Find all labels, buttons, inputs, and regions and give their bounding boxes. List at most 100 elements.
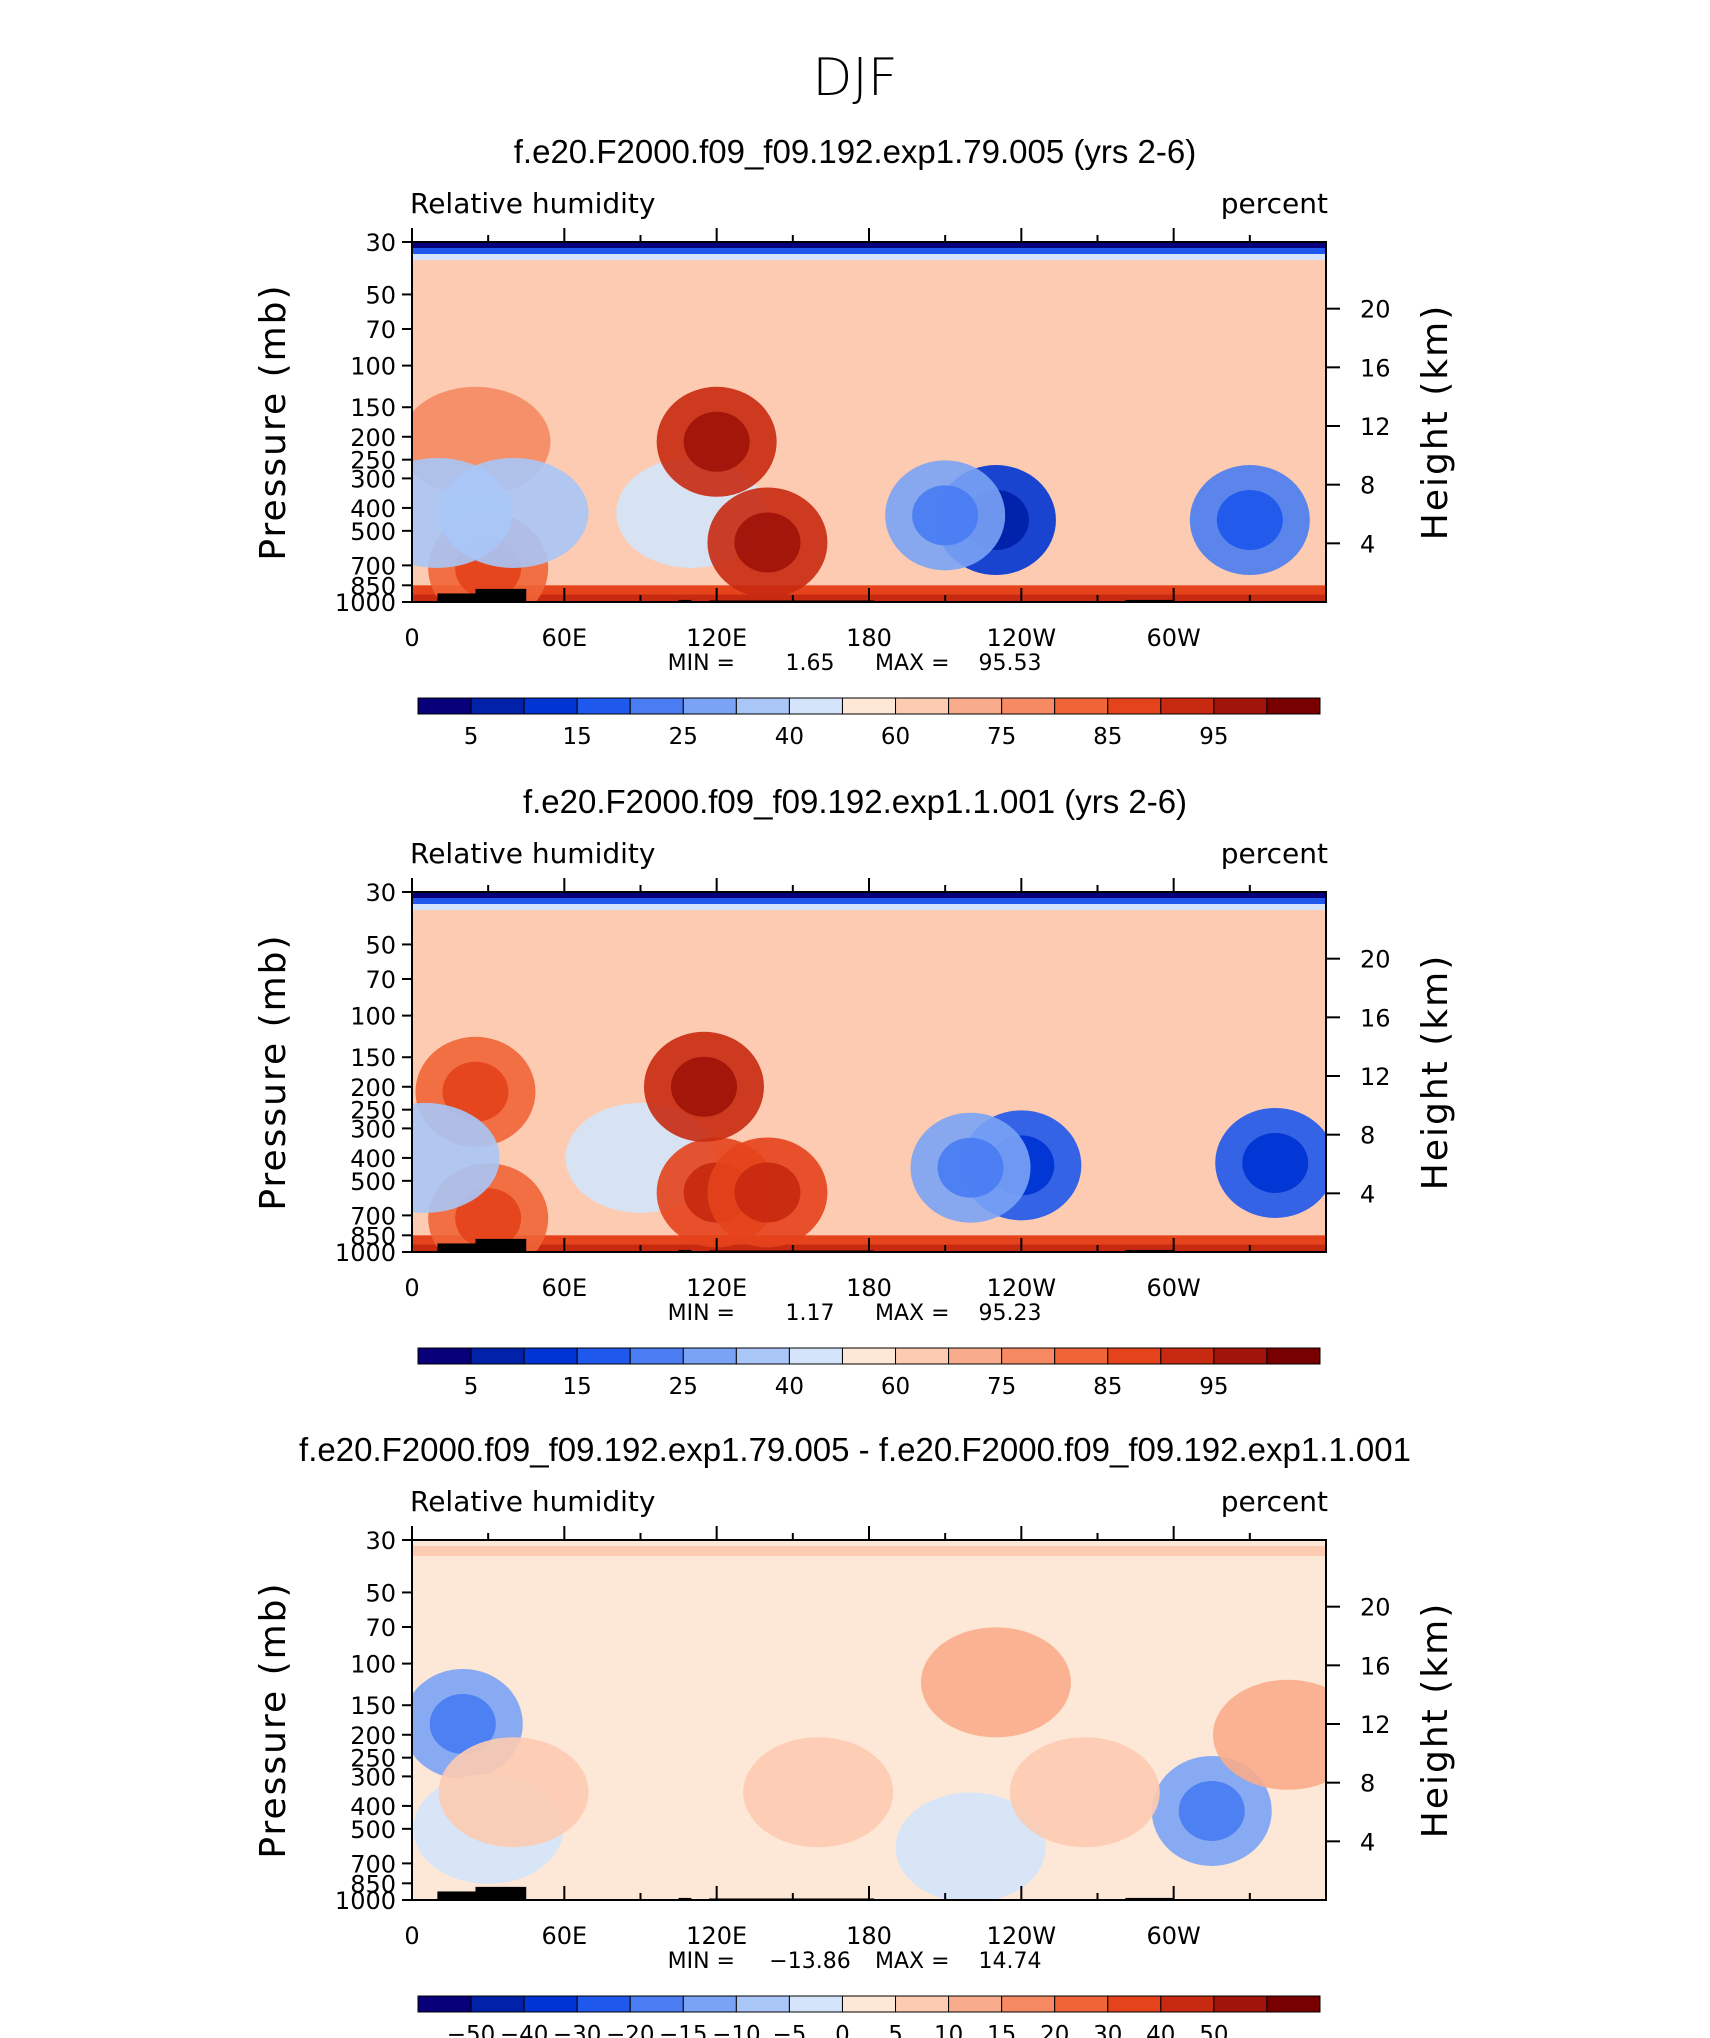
y-tick-label: 300 <box>350 465 396 493</box>
x-tick-label: 180 <box>846 624 892 652</box>
contour-region <box>920 1627 1071 1738</box>
colorbar-label: 25 <box>669 1374 698 1400</box>
panel-title: f.e20.F2000.f09_f09.192.exp1.79.005 (yrs… <box>514 133 1196 170</box>
colorbar-label: 60 <box>881 1374 910 1400</box>
colorbar-swatch <box>523 697 578 715</box>
colorbar-swatch <box>841 1995 897 2013</box>
colorbar-label: −40 <box>500 2022 549 2038</box>
colorbar-swatch <box>1001 697 1056 715</box>
colorbar-swatch <box>470 1995 525 2013</box>
colorbar-label: 5 <box>464 1374 479 1400</box>
y-tick-label: 250 <box>350 447 396 475</box>
x-tick-label: 60W <box>1147 624 1201 652</box>
y-tick-label: 500 <box>350 1816 396 1844</box>
land-mask <box>1125 599 1174 602</box>
colorbar-swatch <box>1054 1995 1109 2013</box>
y-axis-label: Pressure (mb) <box>253 283 294 560</box>
y-tick-label: 700 <box>350 1202 396 1230</box>
y-tick-label: 250 <box>350 1097 396 1125</box>
height-tick-label: 12 <box>1360 1711 1391 1739</box>
y-tick-label: 700 <box>350 552 396 580</box>
colorbar-swatch <box>895 1995 950 2013</box>
height-tick-label: 20 <box>1360 296 1391 324</box>
y-tick-label: 200 <box>350 424 396 452</box>
colorbar-swatch <box>1160 1347 1215 1365</box>
figure-title: DJF <box>812 48 897 108</box>
colorbar-swatch <box>629 1995 684 2013</box>
contour-core <box>683 411 750 472</box>
colorbar-swatch <box>948 1995 1003 2013</box>
units-label: percent <box>1221 187 1328 220</box>
land-mask <box>475 1238 527 1252</box>
height-tick-label: 12 <box>1360 413 1391 441</box>
y-tick-label: 50 <box>365 931 396 959</box>
y-tick-label: 30 <box>365 1527 396 1555</box>
height-tick-label: 20 <box>1360 946 1391 974</box>
contour-region <box>438 1737 589 1848</box>
land-mask <box>437 1891 489 1900</box>
y-tick-label: 500 <box>350 518 396 546</box>
y-tick-label: 300 <box>350 1115 396 1143</box>
y-tick-label: 30 <box>365 879 396 907</box>
min-label: MIN = <box>668 1949 735 1974</box>
contour-core <box>1178 1780 1245 1841</box>
colorbar-swatch <box>1213 697 1268 715</box>
land-mask <box>475 1886 527 1900</box>
colorbar-swatch <box>523 1347 578 1365</box>
y-tick-label: 400 <box>350 1793 396 1821</box>
colorbar-swatch <box>1160 697 1215 715</box>
colorbar-swatch <box>1001 1995 1056 2013</box>
contour-core <box>455 1188 522 1249</box>
colorbar-swatch <box>576 1347 631 1365</box>
y-tick-label: 400 <box>350 495 396 523</box>
colorbar-swatch <box>1107 1347 1162 1365</box>
x-tick-label: 60E <box>541 1922 587 1950</box>
colorbar-swatch <box>1107 1995 1162 2013</box>
colorbar-swatch <box>682 697 737 715</box>
land-mask <box>678 1249 692 1252</box>
x-tick-label: 120E <box>686 1274 747 1302</box>
land-mask <box>678 599 692 602</box>
y-tick-label: 850 <box>350 1222 396 1250</box>
colorbar-label: 95 <box>1199 1374 1228 1400</box>
colorbar-swatch <box>1054 1347 1109 1365</box>
contour-region <box>412 1102 500 1213</box>
x-tick-label: 120W <box>987 1274 1057 1302</box>
max-value: 95.23 <box>979 1301 1042 1326</box>
y-tick-label: 50 <box>365 281 396 309</box>
x-tick-label: 180 <box>846 1922 892 1950</box>
y-axis-label-right: Height (km) <box>1415 304 1456 540</box>
colorbar-swatch <box>1266 697 1321 715</box>
colorbar-swatch <box>788 1347 843 1365</box>
y-tick-label: 100 <box>350 1003 396 1031</box>
colorbar-label: 40 <box>1146 2022 1175 2038</box>
x-tick-label: 120W <box>987 1922 1057 1950</box>
y-tick-label: 70 <box>365 966 396 994</box>
colorbar-label: −20 <box>606 2022 655 2038</box>
y-tick-label: 50 <box>365 1579 396 1607</box>
y-tick-label: 850 <box>350 572 396 600</box>
colorbar-swatch <box>629 697 684 715</box>
colorbar-label: 0 <box>835 2022 850 2038</box>
x-tick-label: 60E <box>541 1274 587 1302</box>
colorbar-label: 5 <box>888 2022 903 2038</box>
colorbar-label: 10 <box>934 2022 963 2038</box>
contour-core <box>442 1061 509 1122</box>
colorbar-label: 40 <box>775 1374 804 1400</box>
contour-core <box>937 1137 1004 1198</box>
contour-core <box>734 1162 801 1223</box>
x-tick-label: 60W <box>1147 1922 1201 1950</box>
plot-area <box>412 1540 1326 1900</box>
colorbar-label: 40 <box>775 724 804 750</box>
colorbar-swatch <box>1001 1347 1056 1365</box>
land-mask <box>475 588 527 602</box>
colorbar-label: 25 <box>669 724 698 750</box>
land-mask <box>678 1897 692 1900</box>
x-tick-label: 0 <box>404 1274 419 1302</box>
land-mask <box>1125 1249 1174 1252</box>
stratosphere-band <box>412 898 1326 904</box>
colorbar-label: 15 <box>987 2022 1016 2038</box>
y-tick-label: 70 <box>365 316 396 344</box>
contour-core <box>912 485 979 546</box>
y-tick-label: 200 <box>350 1074 396 1102</box>
